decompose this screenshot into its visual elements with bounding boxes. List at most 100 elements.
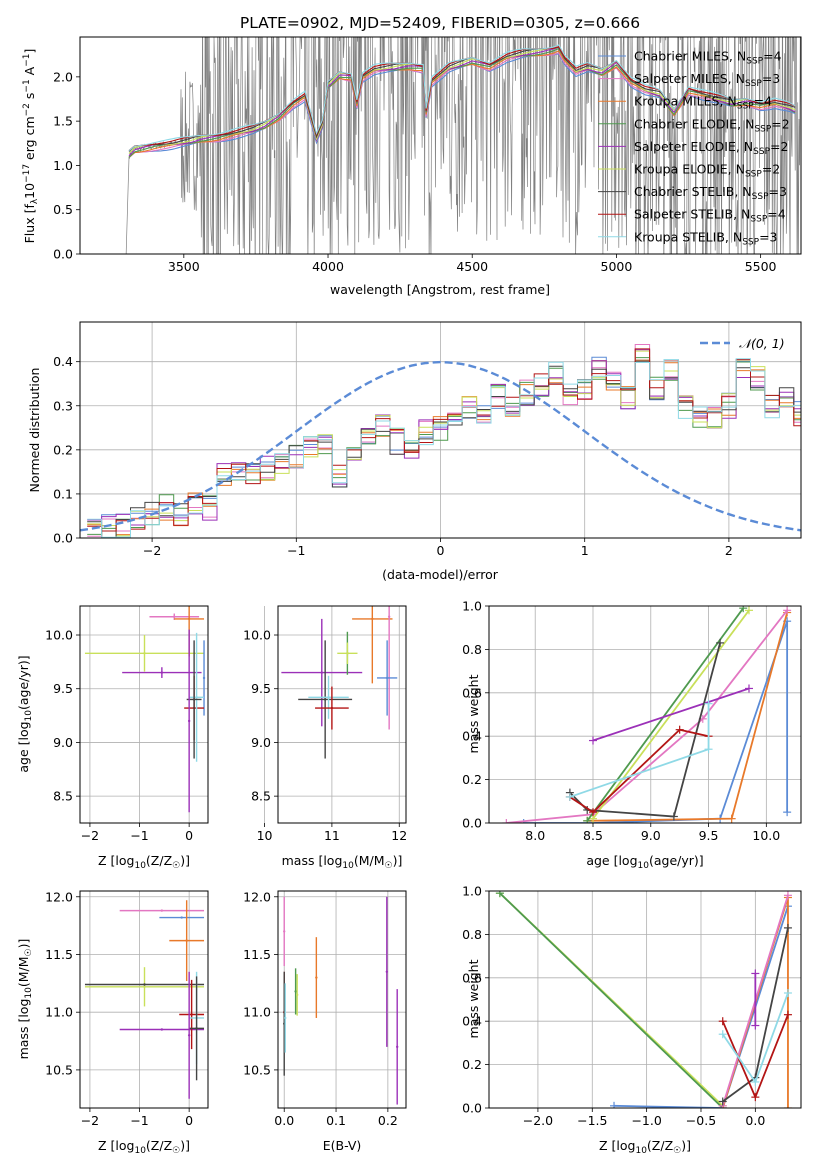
error-point (119, 909, 205, 912)
y-axis-label: mass weight (466, 959, 481, 1038)
label-part: mass [log (16, 999, 31, 1060)
x-tick-label: 8.0 (525, 828, 545, 843)
error-point (187, 971, 191, 1099)
error-point (395, 989, 399, 1105)
x-tick-label: 2 (725, 543, 733, 558)
histogram-series (87, 359, 801, 538)
data-point (387, 615, 391, 618)
y-tick-label: 0.2 (462, 772, 482, 787)
error-point (295, 974, 299, 1016)
y-tick-label: 12.0 (45, 889, 73, 904)
x-tick-label: −1.5 (577, 1113, 607, 1128)
error-point (283, 896, 286, 967)
legend-entry: Kroupa STELIB, NSSP=3 (634, 229, 778, 247)
label-part: Salpeter ELODIE, N (634, 139, 753, 154)
error-point (189, 632, 205, 762)
label-part: ☉ (172, 1146, 180, 1156)
figure-title: PLATE=0902, MJD=52409, FIBERID=0305, z=0… (240, 14, 640, 32)
y-axis-label: mass weight (466, 674, 481, 753)
label-part: SSP (745, 79, 762, 89)
normal-curve (80, 360, 801, 532)
data-point (143, 652, 146, 655)
histogram-series (87, 357, 801, 535)
error-point (385, 896, 389, 1047)
label-part: SSP (754, 124, 771, 134)
label-part: Kroupa MILES, N (634, 94, 737, 109)
error-point (169, 900, 205, 982)
axes-frame (277, 605, 407, 824)
y-tick-label: 0.2 (53, 442, 73, 457)
data-point (385, 970, 389, 973)
y-tick-label: 1.0 (53, 158, 73, 173)
label-part: (M/M (16, 956, 31, 987)
plot-area (502, 606, 792, 823)
x-tick-label: 8.5 (583, 828, 603, 843)
x-tick-label: −2.0 (523, 1113, 553, 1128)
y-tick-label: 0.8 (462, 927, 482, 942)
legend-entry: Chabrier ELODIE, NSSP=2 (634, 116, 790, 134)
x-axis-label: Z [log10(Z/Z☉)] (599, 1138, 691, 1156)
label-part: Chabrier MILES, N (634, 49, 746, 64)
y-tick-label: 9.0 (53, 735, 73, 750)
x-tick-label: −1 (130, 1113, 148, 1128)
error-point (202, 640, 206, 716)
legend-entry: Salpeter MILES, NSSP=3 (634, 71, 780, 89)
x-tick-label: 0 (185, 828, 193, 843)
x-tick-label: −1.0 (631, 1113, 661, 1128)
y-tick-label: 1.5 (53, 114, 73, 129)
data-point (323, 698, 327, 701)
label-part: Z [log (98, 853, 134, 868)
label-part: ☉ (172, 861, 180, 871)
data-point (195, 696, 198, 699)
x-tick-label: 5500 (745, 259, 777, 274)
data-point (187, 617, 191, 621)
label-part: =2 (770, 139, 788, 154)
label-part: Kroupa ELODIE, N (634, 162, 745, 177)
plot-area (281, 606, 398, 759)
plot-area (283, 896, 399, 1105)
y-tick-label: 8.5 (53, 789, 73, 804)
series-line (569, 642, 721, 818)
label-part: =3 (759, 229, 777, 244)
label-part: Flux [f (22, 204, 37, 244)
y-tick-label: 10.0 (243, 628, 271, 643)
label-part: SSP (745, 170, 762, 180)
x-tick-label: 11 (324, 828, 340, 843)
data-point (327, 696, 330, 699)
label-part: SSP (752, 192, 769, 202)
error-point (308, 675, 349, 719)
x-tick-label: −2 (143, 543, 161, 558)
y-tick-label: 0.5 (53, 202, 73, 217)
y-tick-label: 0.0 (462, 1101, 482, 1116)
x-axis-label: (data-model)/error (382, 567, 499, 582)
weight-series (565, 725, 713, 817)
x-axis-label: mass [log10(M/M☉)] (282, 853, 403, 871)
axes-frame (277, 890, 407, 1109)
error-point (189, 976, 205, 1081)
label-part: SSP (742, 237, 759, 247)
error-point (84, 635, 205, 672)
label-part: SSP (737, 102, 754, 112)
data-point (315, 976, 318, 979)
label-part: 10 (24, 710, 34, 722)
x-tick-label: −1 (287, 543, 305, 558)
label-part: Chabrier ELODIE, N (634, 116, 754, 131)
label-part: Kroupa STELIB, N (634, 229, 742, 244)
histogram-series (87, 358, 801, 538)
axes-frame (79, 36, 802, 255)
y-tick-label: 8.5 (251, 789, 271, 804)
series-line (569, 728, 709, 814)
x-axis-label: wavelength [Angstrom, rest frame] (330, 282, 550, 297)
label-part: )] (16, 939, 31, 949)
x-tick-label: 9.5 (699, 828, 719, 843)
y-axis-label: Flux [fλ10−17 erg cm−2 s−1 A−1] (22, 49, 40, 244)
model-spectrum-line (128, 44, 796, 152)
histogram-series (87, 350, 801, 537)
y-tick-label: 11.5 (243, 947, 271, 962)
data-point (185, 939, 188, 942)
x-tick-label: −2 (81, 828, 99, 843)
error-point (377, 640, 398, 716)
label-part: =4 (754, 94, 772, 109)
plot-area (84, 606, 206, 813)
y-tick-label: 0.4 (462, 1014, 482, 1029)
